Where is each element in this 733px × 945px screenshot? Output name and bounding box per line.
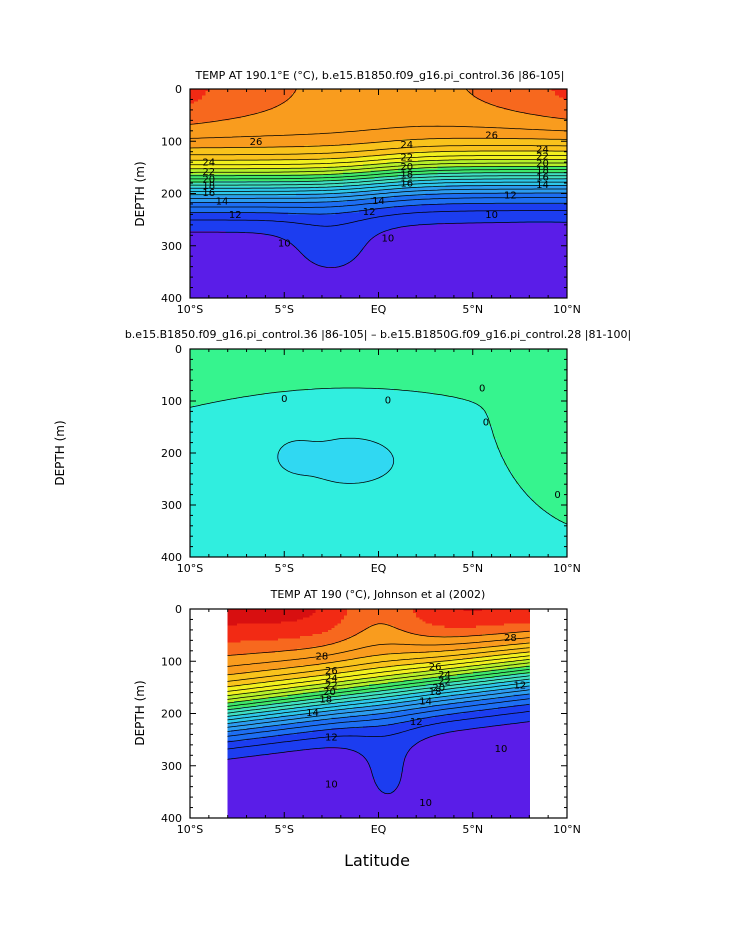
x-tick-label: 10°N <box>553 562 581 575</box>
panel-2-field: 0 0 0 0 0 <box>190 349 568 558</box>
x-tick-label: 10°N <box>553 303 581 316</box>
y-tick-label: 400 <box>161 551 182 564</box>
panel-3: TEMP AT 190 (°C), Johnson et al (2002) 2… <box>133 588 581 836</box>
contour-label: 10 <box>485 210 498 221</box>
contour-label: 28 <box>504 633 517 644</box>
x-tick-label: 5°S <box>275 562 294 575</box>
x-tick-label: EQ <box>371 823 387 836</box>
contour-label: 16 <box>400 179 413 190</box>
y-tick-label: 200 <box>161 447 182 460</box>
contour-label: 0 <box>281 394 287 405</box>
x-tick-label: EQ <box>371 562 387 575</box>
contour-label: 10 <box>419 798 432 809</box>
panel-3-ylabel: DEPTH (m) <box>133 680 147 745</box>
panel-2: b.e15.B1850.f09_g16.pi_control.36 |86-10… <box>53 328 631 575</box>
contour-label: 14 <box>216 196 229 207</box>
y-tick-label: 100 <box>161 135 182 148</box>
contour-label: 14 <box>419 697 432 708</box>
contour-label: 12 <box>229 210 242 221</box>
x-tick-label: 5°S <box>275 303 294 316</box>
contour-label: 12 <box>410 717 423 728</box>
panel-2-title: b.e15.B1850.f09_g16.pi_control.36 |86-10… <box>125 328 631 341</box>
x-tick-label: 5°N <box>462 823 483 836</box>
x-tick-label: 5°N <box>462 303 483 316</box>
contour-label: 10 <box>278 239 291 250</box>
y-tick-label: 400 <box>161 812 182 825</box>
panel-1: TEMP AT 190.1°E (°C), b.e15.B1850.f09_g1… <box>133 69 581 316</box>
x-axis-label: Latitude <box>344 851 410 870</box>
contour-label: 10 <box>325 780 338 791</box>
panel-3-title: TEMP AT 190 (°C), Johnson et al (2002) <box>270 588 486 601</box>
panel-2-ylabel: DEPTH (m) <box>53 420 67 485</box>
y-tick-label: 0 <box>175 603 182 616</box>
contour-label: 24 <box>400 140 413 151</box>
y-tick-label: 200 <box>161 708 182 721</box>
panel-1-field: 2624222018161412102422201816141210262422… <box>190 89 568 299</box>
contour-label: 14 <box>306 708 319 719</box>
x-tick-label: 10°N <box>553 823 581 836</box>
contour-label: 14 <box>372 196 385 207</box>
contour-label: 0 <box>385 396 391 407</box>
y-tick-label: 300 <box>161 760 182 773</box>
contour-label: 28 <box>316 652 329 663</box>
y-tick-label: 100 <box>161 395 182 408</box>
contour-label: 18 <box>319 694 332 705</box>
contour-label: 10 <box>495 744 508 755</box>
contour-label: 16 <box>202 188 215 199</box>
contour-label: 12 <box>504 191 517 202</box>
y-tick-label: 400 <box>161 292 182 305</box>
contour-label: 12 <box>325 733 338 744</box>
y-tick-label: 200 <box>161 188 182 201</box>
figure: TEMP AT 190.1°E (°C), b.e15.B1850.f09_g1… <box>0 0 733 945</box>
x-tick-label: 5°S <box>275 823 294 836</box>
contour-label: 10 <box>382 233 395 244</box>
y-tick-label: 300 <box>161 499 182 512</box>
contour-label: 0 <box>479 384 485 395</box>
contour-label: 0 <box>554 490 560 501</box>
y-tick-label: 0 <box>175 83 182 96</box>
y-tick-label: 100 <box>161 655 182 668</box>
contour-label: 14 <box>536 180 549 191</box>
contour-label: 26 <box>485 131 498 142</box>
x-tick-label: 5°N <box>462 562 483 575</box>
contour-label: 12 <box>363 207 376 218</box>
panel-1-ylabel: DEPTH (m) <box>133 161 147 226</box>
x-tick-label: EQ <box>371 303 387 316</box>
y-tick-label: 0 <box>175 343 182 356</box>
contour-label: 0 <box>483 417 489 428</box>
panel-1-title: TEMP AT 190.1°E (°C), b.e15.B1850.f09_g1… <box>194 69 564 82</box>
y-tick-label: 300 <box>161 240 182 253</box>
contour-label: 26 <box>250 137 263 148</box>
contour-label: 12 <box>514 680 527 691</box>
